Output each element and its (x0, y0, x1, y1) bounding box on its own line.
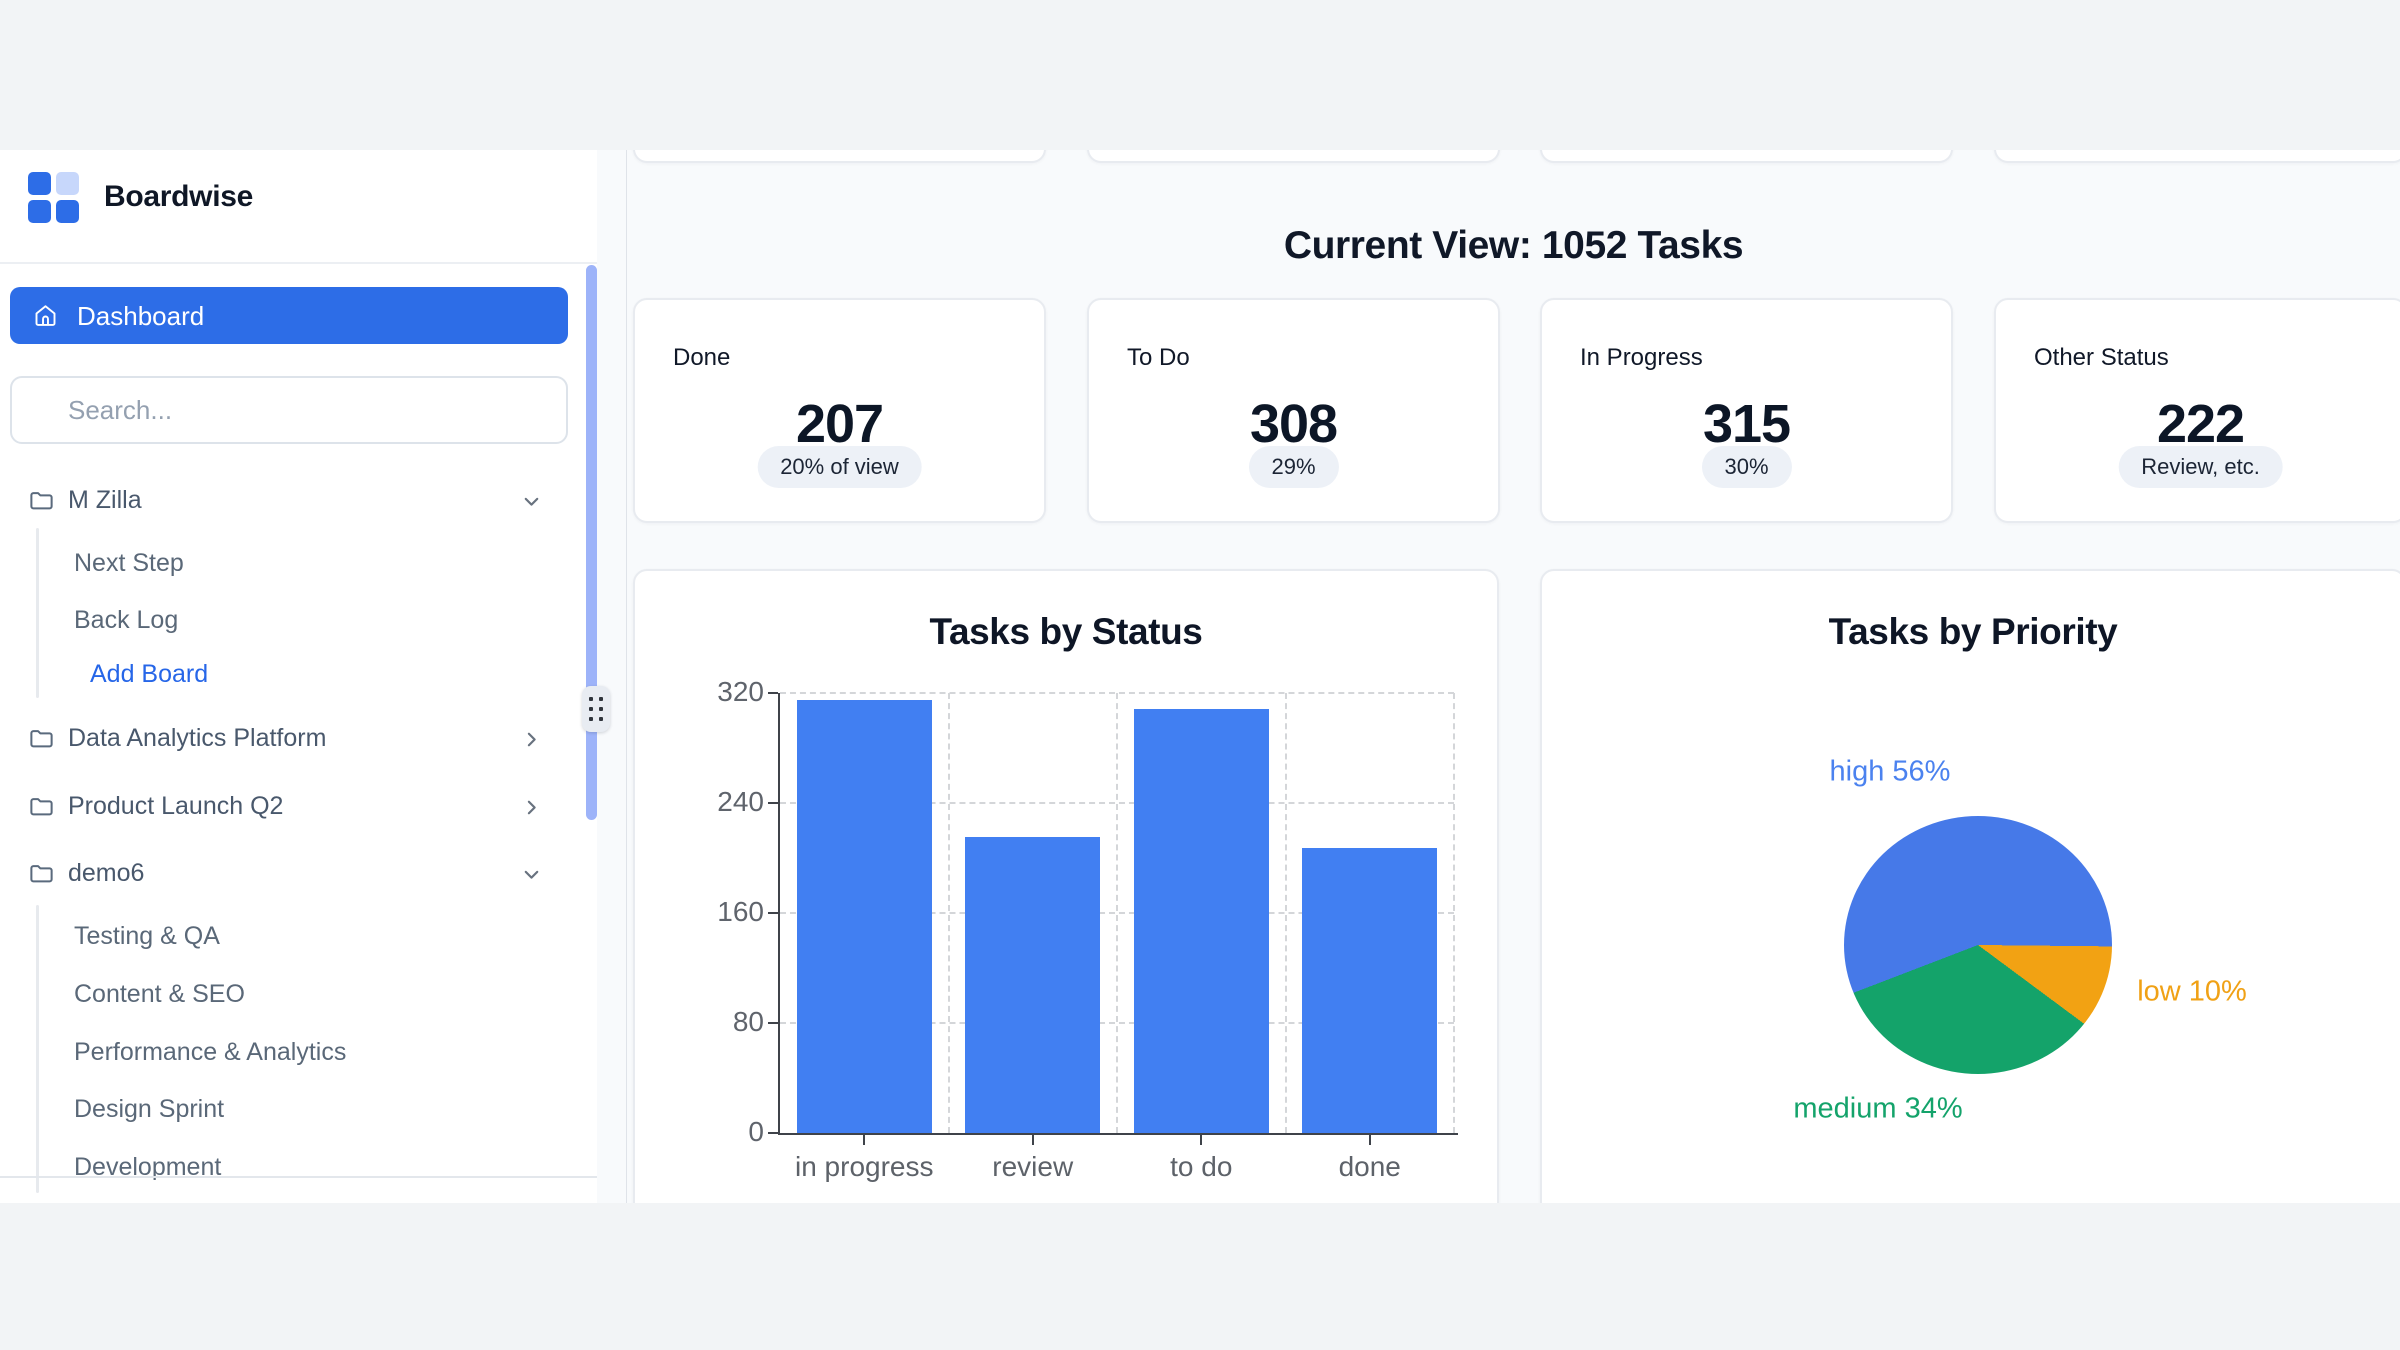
sidebar-item-development[interactable]: Development (0, 1148, 560, 1188)
pie-label-low: low 10% (2137, 975, 2247, 1008)
chart-title: Tasks by Priority (1828, 611, 2118, 652)
x-axis (778, 1133, 1458, 1135)
sidebar-item-add-board[interactable]: Add Board (0, 655, 560, 695)
add-board-label: Add Board (90, 660, 209, 688)
sidebar-item-product-launch-q2[interactable]: Product Launch Q2 (0, 785, 597, 829)
stat-label: Other Status (2034, 344, 2169, 371)
bar-in-progress (796, 700, 932, 1133)
stat-badge: 30% (1701, 446, 1792, 488)
cutoff-card (633, 150, 1046, 163)
y-tick-label: 0 (748, 1116, 764, 1147)
cutoff-card (1994, 150, 2400, 163)
board-label: Content & SEO (74, 980, 245, 1008)
y-axis (778, 693, 780, 1135)
dashboard-label: Dashboard (77, 301, 205, 331)
y-tick-label: 80 (732, 1006, 764, 1037)
folder-label: demo6 (68, 859, 145, 887)
sidebar-scrollbar[interactable] (586, 265, 597, 820)
sidebar-item-data-analytics-platform[interactable]: Data Analytics Platform (0, 717, 597, 761)
sidebar-item-performance-analytics[interactable]: Performance & Analytics (0, 1033, 560, 1073)
pie-label-medium: medium 34% (1793, 1092, 1963, 1125)
tasks-by-status-card: Tasks by Status 0 80 160 240 320 in progress r… (633, 569, 1499, 1203)
tree-indent-guide (36, 528, 39, 698)
stat-card-other-status: Other Status 222 Review, etc. (1994, 298, 2400, 523)
board-label: Performance & Analytics (74, 1038, 347, 1066)
bar-to-do (1133, 709, 1269, 1133)
chart-title: Tasks by Status (929, 611, 1203, 652)
board-label: Testing & QA (74, 922, 220, 950)
main-content: Current View: 1052 Tasks Done 207 20% of… (627, 150, 2400, 1203)
chevron-right-icon[interactable] (519, 727, 544, 752)
board-label: Next Step (74, 549, 184, 577)
brand-title: Boardwise (104, 180, 254, 213)
sidebar-item-m-zilla[interactable]: M Zilla (0, 479, 597, 523)
stat-value: 222 (2156, 394, 2245, 454)
sidebar-item-testing-qa[interactable]: Testing & QA (0, 917, 560, 957)
x-category-label: to do (1170, 1151, 1233, 1182)
boardwise-logo-icon (28, 172, 79, 223)
sidebar-item-back-log[interactable]: Back Log (0, 601, 560, 641)
search-input[interactable] (66, 384, 550, 436)
folder-icon (30, 798, 53, 816)
x-category-label: done (1338, 1151, 1401, 1182)
folder-icon (30, 865, 53, 883)
stat-card-in-progress: In Progress 315 30% (1540, 298, 1953, 523)
chevron-down-icon[interactable] (519, 489, 544, 514)
sidebar-bottom-divider (0, 1176, 607, 1178)
sidebar-item-demo6[interactable]: demo6 (0, 852, 597, 896)
stat-badge: 20% of view (757, 446, 922, 488)
sidebar-resize-gutter (597, 150, 628, 1203)
chevron-right-icon[interactable] (519, 795, 544, 820)
sidebar-item-design-sprint[interactable]: Design Sprint (0, 1090, 560, 1130)
folder-label: M Zilla (68, 486, 142, 514)
stat-value: 207 (795, 394, 884, 454)
sidebar-item-next-step[interactable]: Next Step (0, 544, 560, 584)
stat-label: Done (673, 344, 731, 371)
folder-label: Product Launch Q2 (68, 792, 284, 820)
board-label: Back Log (74, 606, 179, 634)
sidebar-search (10, 376, 568, 444)
y-tick-label: 240 (717, 786, 764, 817)
stat-badge: Review, etc. (2118, 446, 2283, 488)
pie-chart (1844, 816, 2112, 1074)
stat-value: 308 (1249, 394, 1338, 454)
y-tick-label: 320 (717, 676, 764, 707)
y-tick-label: 160 (717, 896, 764, 927)
sidebar-divider (0, 262, 597, 264)
bar-done (1302, 848, 1438, 1133)
app-window: Boardwise Dashboard M Zilla Next Step Ba… (0, 150, 2400, 1203)
folder-icon (30, 492, 53, 510)
stat-label: To Do (1127, 344, 1190, 371)
bar-chart: 0 80 160 240 320 in progress review to do done (717, 676, 1458, 1182)
x-category-label: in progress (794, 1151, 934, 1182)
stat-card-done: Done 207 20% of view (633, 298, 1046, 523)
x-category-label: review (992, 1151, 1074, 1182)
sidebar-item-content-seo[interactable]: Content & SEO (0, 975, 560, 1015)
folder-label: Data Analytics Platform (68, 724, 327, 752)
cutoff-card (1087, 150, 1500, 163)
tree-indent-guide (36, 905, 39, 1193)
folder-icon (30, 730, 53, 748)
page-title: Current View: 1052 Tasks (1283, 224, 1744, 267)
stat-card-to-do: To Do 308 29% (1087, 298, 1500, 523)
tasks-by-priority-card: Tasks by Priority high 56% low 10% mediu… (1540, 569, 2400, 1203)
bar-review (965, 837, 1101, 1133)
pie-label-high: high 56% (1829, 755, 1951, 788)
stat-label: In Progress (1580, 344, 1703, 371)
stat-badge: 29% (1248, 446, 1339, 488)
chevron-down-icon[interactable] (519, 862, 544, 887)
board-label: Design Sprint (74, 1095, 225, 1123)
stat-value: 315 (1702, 394, 1791, 454)
home-icon (35, 305, 56, 326)
sidebar-resize-handle[interactable] (582, 686, 610, 732)
sidebar-item-dashboard[interactable]: Dashboard (10, 287, 568, 344)
sidebar: Boardwise Dashboard M Zilla Next Step Ba… (0, 150, 607, 1203)
cutoff-card (1540, 150, 1953, 163)
